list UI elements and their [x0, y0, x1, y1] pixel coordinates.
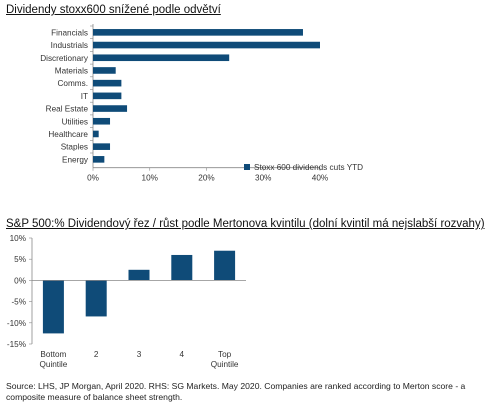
- category-label: Materials: [55, 66, 88, 75]
- category-label: Quintile: [40, 360, 68, 369]
- category-label: Comms.: [58, 79, 88, 88]
- bar-energy: [93, 156, 105, 163]
- x-tick-label: 0%: [87, 174, 99, 183]
- y-tick-label: -10%: [7, 319, 26, 328]
- category-label: Staples: [61, 143, 88, 152]
- bar-quintile-4: [171, 254, 193, 281]
- bar-discretionary: [93, 54, 230, 62]
- bar-quintile-3: [128, 269, 150, 281]
- bar-industrials: [93, 41, 320, 49]
- bar-staples: [93, 143, 111, 150]
- bar-quintile-1: [42, 280, 64, 334]
- legend-swatch: [244, 164, 250, 170]
- chart2-title: S&P 500:% Dividendový řez / růst podle M…: [6, 218, 485, 230]
- bar-financials: [93, 29, 303, 36]
- category-label: Top: [218, 350, 232, 359]
- category-label: Healthcare: [48, 130, 88, 139]
- y-tick-label: 10%: [10, 234, 26, 243]
- x-tick-label: 20%: [198, 174, 214, 183]
- x-tick-label: 40%: [312, 174, 328, 183]
- y-tick-label: 0%: [14, 276, 26, 285]
- dividend-cuts-sector-chart: Financials Industrials Discretionary Materi…: [40, 24, 363, 183]
- bar-quintile-2: [85, 280, 107, 317]
- chart1-title: Dividendy stoxx600 snížené podle odvětví: [6, 4, 221, 16]
- source-note: Source: LHS, JP Morgan, April 2020. RHS:…: [6, 381, 466, 402]
- category-label: Quintile: [211, 360, 239, 369]
- category-label: Energy: [62, 155, 89, 164]
- bar-quintile-5: [214, 250, 236, 281]
- bar-utilities: [93, 117, 111, 125]
- bar-materials: [93, 67, 116, 74]
- category-label: 3: [137, 350, 142, 359]
- bar-comms-: [93, 79, 122, 87]
- y-tick-label: 5%: [14, 255, 26, 264]
- category-label: 4: [180, 350, 185, 359]
- category-label: 2: [94, 350, 99, 359]
- y-tick-label: -15%: [7, 340, 26, 349]
- bar-healthcare: [93, 130, 99, 138]
- category-label: Industrials: [51, 41, 88, 50]
- legend-label: Stoxx 600 dividends cuts YTD: [254, 163, 363, 172]
- category-label: Financials: [51, 28, 88, 37]
- category-label: Bottom: [40, 350, 66, 359]
- x-tick-label: 30%: [255, 174, 271, 183]
- bar-real-estate: [93, 105, 128, 112]
- category-label: Utilities: [62, 117, 88, 126]
- category-label: Real Estate: [46, 105, 89, 114]
- bar-it: [93, 92, 122, 100]
- x-tick-label: 10%: [142, 174, 158, 183]
- y-tick-label: -5%: [11, 298, 26, 307]
- category-label: Discretionary: [40, 54, 89, 63]
- category-label: IT: [81, 92, 88, 101]
